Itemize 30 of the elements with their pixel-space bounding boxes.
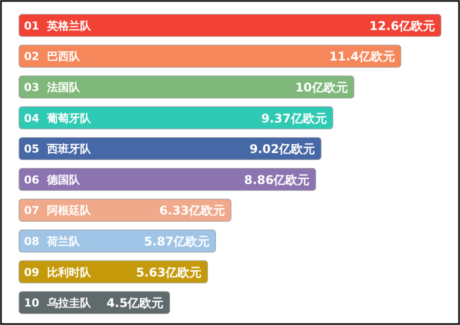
data-label: 10亿欧元	[295, 80, 348, 94]
y-tick-label: 08 荷兰队	[24, 235, 81, 248]
bar: 09 比利时队 5.63亿欧元	[18, 260, 208, 284]
y-tick-label: 06 德国队	[24, 173, 81, 186]
data-label: 5.63亿欧元	[136, 265, 202, 280]
bar: 08 荷兰队 5.87亿欧元	[18, 230, 216, 252]
bar: 04 葡萄牙队 9.37亿欧元	[18, 106, 334, 130]
bar: 07 阿根廷队 6.33亿欧元	[18, 198, 232, 222]
data-label: 9.37亿欧元	[261, 111, 327, 126]
y-tick-label: 01 英格兰队	[24, 19, 92, 32]
bar: 02 巴西队 11.4亿欧元	[18, 44, 402, 68]
data-label: 4.5亿欧元	[106, 296, 164, 310]
y-tick-label: 09 比利时队	[24, 266, 92, 279]
data-label: 5.87亿欧元	[144, 234, 210, 248]
y-tick-label: 07 阿根廷队	[24, 204, 92, 218]
data-label: 11.4亿欧元	[329, 50, 395, 64]
bar: 10 乌拉圭队 4.5亿欧元	[18, 291, 170, 314]
y-tick-label: 03 法国队	[24, 81, 81, 94]
data-label: 6.33亿欧元	[159, 204, 226, 218]
bar: 06 德国队 8.86亿欧元	[18, 168, 316, 191]
y-tick-label: 05 西班牙队	[24, 142, 92, 156]
data-label: 12.6亿欧元	[369, 18, 435, 33]
bar: 05 西班牙队 9.02亿欧元	[18, 137, 322, 160]
bar: 03 法国队 10亿欧元	[18, 76, 354, 98]
data-label: 8.86亿欧元	[244, 172, 310, 187]
bar: 01 英格兰队 12.6亿欧元	[18, 14, 442, 37]
y-tick-label: 04 葡萄牙队	[24, 112, 92, 125]
y-tick-label: 02 巴西队	[24, 50, 81, 64]
data-label: 9.02亿欧元	[249, 142, 316, 156]
y-tick-label: 10 乌拉圭队	[24, 296, 92, 310]
